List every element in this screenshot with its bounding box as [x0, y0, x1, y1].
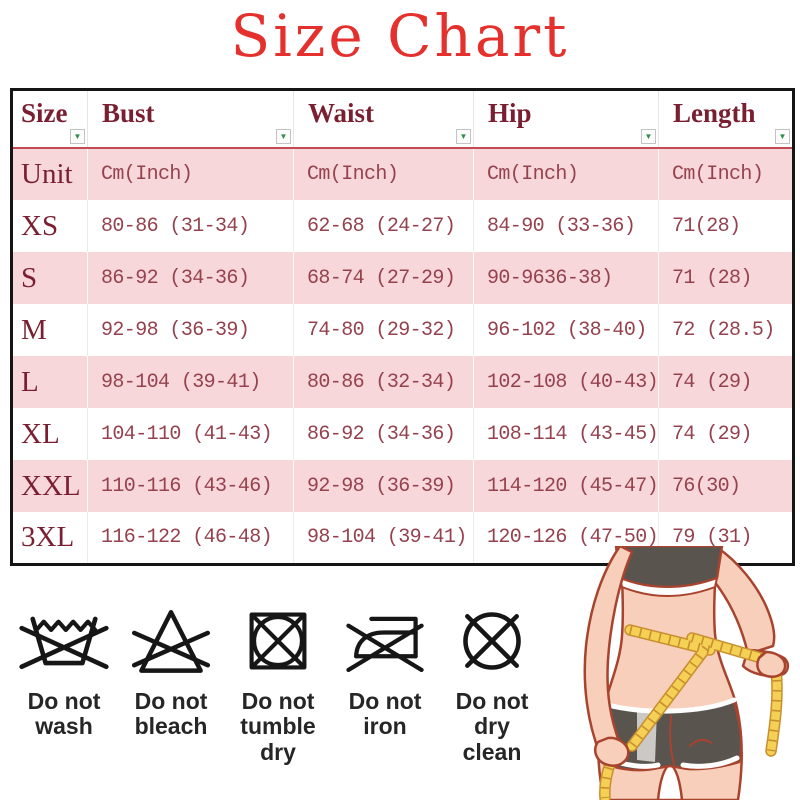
size-cell: 72 (28.5): [672, 318, 775, 342]
do-not-tumble-dry-icon: [249, 612, 307, 670]
care-label: Do not tumble dry: [240, 688, 316, 765]
table-row-3xl: 3XL 116-122 (46-48) 98-104 (39-41) 120-126 …: [11, 512, 794, 564]
row-label: XL: [11, 408, 88, 460]
filter-arrow-icon[interactable]: ▼: [276, 129, 291, 144]
size-table: Size ▼ Bust ▼ Waist ▼ Hip ▼ Length ▼ Unit Cm(Inch)…: [10, 88, 795, 566]
size-cell: 76(30): [672, 474, 741, 498]
table-header-row: Size ▼ Bust ▼ Waist ▼ Hip ▼ Length ▼: [11, 89, 794, 149]
filter-arrow-icon[interactable]: ▼: [70, 129, 85, 144]
page-title: Size Chart: [230, 2, 570, 70]
row-label: Unit: [11, 148, 88, 200]
care-label: Do not iron: [348, 688, 422, 740]
care-item-do-not-tumble-dry: Do not tumble dry: [226, 604, 330, 765]
size-cell: 86-92 (34-36): [293, 408, 474, 460]
size-cell: 62-68 (24-27): [293, 200, 474, 252]
column-header-bust: Bust ▼: [87, 89, 294, 149]
column-header-size: Size ▼: [11, 89, 88, 149]
column-header-length: Length ▼: [658, 89, 794, 149]
table-row-xxl: XXL 110-116 (43-46) 92-98 (36-39) 114-120 (…: [11, 460, 794, 512]
size-cell: 92-98 (36-39): [87, 304, 294, 356]
size-cell: 110-116 (43-46): [87, 460, 294, 512]
filter-arrow-icon[interactable]: ▼: [456, 129, 471, 144]
do-not-iron-icon: [346, 616, 424, 673]
filter-arrow-icon[interactable]: ▼: [775, 129, 790, 144]
column-header-label: Length: [673, 98, 756, 128]
column-header-label: Hip: [488, 98, 532, 128]
row-label: 3XL: [11, 512, 88, 564]
do-not-bleach-icon: [131, 610, 211, 673]
size-cell: 79 (31): [672, 525, 752, 549]
size-cell: 102-108 (40-43): [473, 356, 659, 408]
row-label: L: [11, 356, 88, 408]
size-cell: 71 (28): [672, 266, 752, 290]
row-label: XS: [11, 200, 88, 252]
care-label: Do not bleach: [134, 688, 208, 740]
size-cell: 90-9636-38): [473, 252, 659, 304]
size-cell: 74 (29): [672, 422, 752, 446]
measuring-figure-illustration: [540, 546, 796, 800]
size-cell: 116-122 (46-48): [87, 512, 294, 564]
row-label: XXL: [11, 460, 88, 512]
column-header-label: Waist: [308, 98, 375, 128]
column-header-label: Size: [21, 98, 68, 128]
size-cell: 104-110 (41-43): [87, 408, 294, 460]
size-cell: Cm(Inch): [293, 148, 474, 200]
table-row-m: M 92-98 (36-39) 74-80 (29-32) 96-102 (38-40…: [11, 304, 794, 356]
size-cell: 96-102 (38-40): [473, 304, 659, 356]
size-cell: 120-126 (47-50): [473, 512, 659, 564]
table-row-l: L 98-104 (39-41) 80-86 (32-34) 102-108 (40-…: [11, 356, 794, 408]
waist-measuring-figure: [583, 546, 790, 800]
size-cell: 108-114 (43-45): [473, 408, 659, 460]
size-cell: Cm(Inch): [87, 148, 294, 200]
table-body: Unit Cm(Inch) Cm(Inch) Cm(Inch) Cm(Inch) XS 80…: [11, 148, 794, 564]
care-item-do-not-wash: Do not wash: [12, 604, 116, 765]
do-not-wash-icon: [19, 616, 109, 670]
table-row-xl: XL 104-110 (41-43) 86-92 (34-36) 108-114 (4…: [11, 408, 794, 460]
do-not-dry-clean-icon: [463, 612, 521, 670]
filter-arrow-icon[interactable]: ▼: [641, 129, 656, 144]
care-label: Do not dry clean: [455, 688, 529, 765]
care-item-do-not-dry-clean: Do not dry clean: [440, 604, 544, 765]
size-cell: 68-74 (27-29): [293, 252, 474, 304]
size-cell: 74-80 (29-32): [293, 304, 474, 356]
table-row-s: S 86-92 (34-36) 68-74 (27-29) 90-9636-38) 71…: [11, 252, 794, 304]
size-cell: 86-92 (34-36): [87, 252, 294, 304]
size-cell: 74 (29): [672, 370, 752, 394]
care-item-do-not-bleach: Do not bleach: [119, 604, 223, 765]
size-cell: 98-104 (39-41): [293, 512, 474, 564]
size-cell: 80-86 (32-34): [293, 356, 474, 408]
column-header-label: Bust: [102, 98, 155, 128]
table-row-unit: Unit Cm(Inch) Cm(Inch) Cm(Inch) Cm(Inch): [11, 148, 794, 200]
size-cell: 84-90 (33-36): [473, 200, 659, 252]
size-cell: Cm(Inch): [672, 163, 764, 186]
column-header-waist: Waist ▼: [293, 89, 474, 149]
row-label: M: [11, 304, 88, 356]
table-row-xs: XS 80-86 (31-34) 62-68 (24-27) 84-90 (33-36…: [11, 200, 794, 252]
row-label: S: [11, 252, 88, 304]
size-cell: 98-104 (39-41): [87, 356, 294, 408]
care-item-do-not-iron: Do not iron: [333, 604, 437, 765]
size-cell: 114-120 (45-47): [473, 460, 659, 512]
care-label: Do not wash: [27, 688, 101, 740]
size-cell: Cm(Inch): [473, 148, 659, 200]
size-cell: 71(28): [672, 214, 741, 238]
care-strip: Do not wash Do not bleach: [12, 604, 544, 765]
size-cell: 92-98 (36-39): [293, 460, 474, 512]
size-cell: 80-86 (31-34): [87, 200, 294, 252]
column-header-hip: Hip ▼: [473, 89, 659, 149]
